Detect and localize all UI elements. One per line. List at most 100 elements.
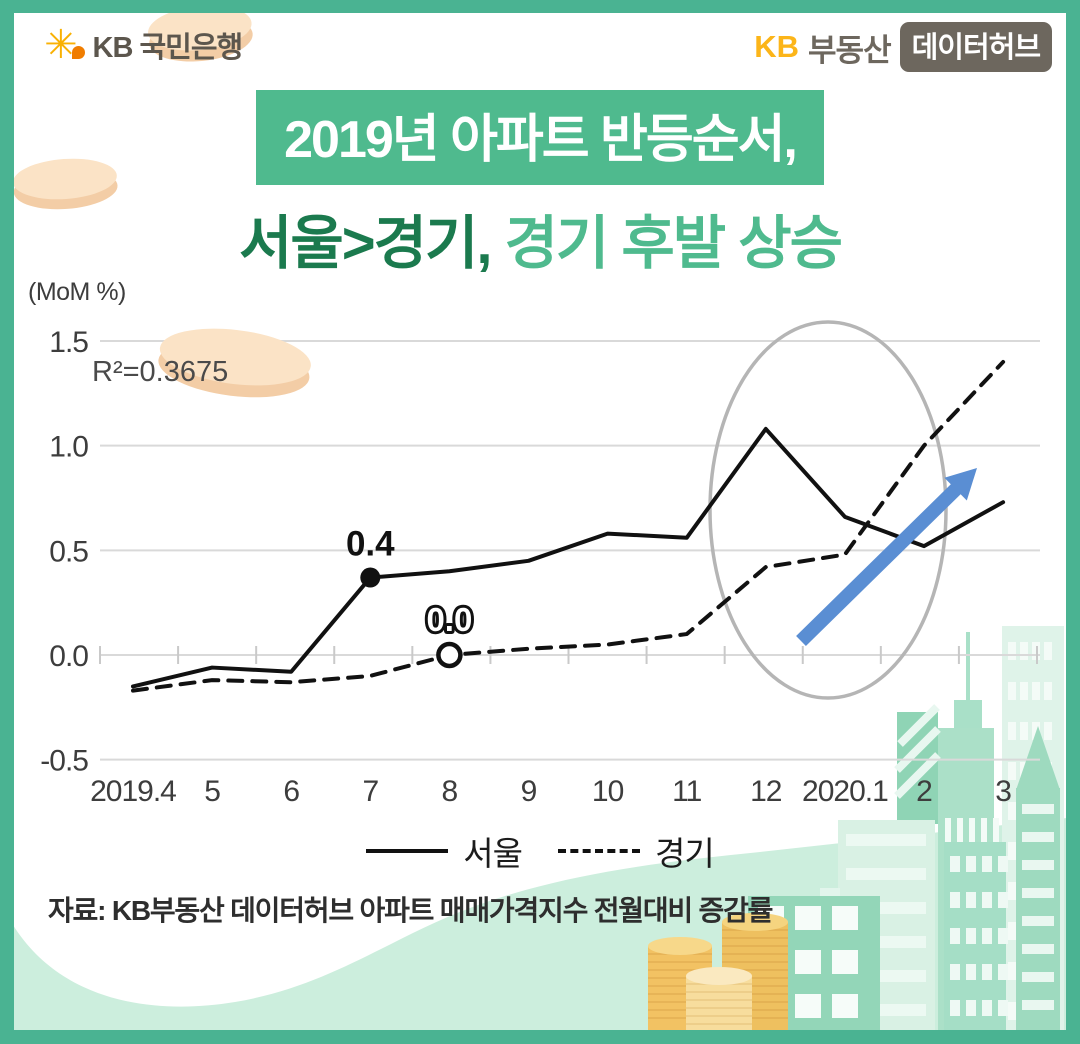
frame-top bbox=[0, 0, 1080, 13]
legend-item-gyeonggi: 경기 bbox=[558, 827, 715, 875]
building-window bbox=[966, 892, 976, 908]
chart-grid bbox=[99, 340, 1040, 761]
building-window bbox=[966, 928, 976, 944]
building-window bbox=[1022, 972, 1054, 982]
building-window bbox=[1022, 916, 1054, 926]
building-window bbox=[1032, 682, 1040, 700]
building-window bbox=[1008, 882, 1016, 900]
x-axis-tick-label: 6 bbox=[283, 775, 299, 808]
building-spire bbox=[1016, 726, 1060, 790]
building-window bbox=[1008, 1002, 1016, 1020]
building-window bbox=[998, 1000, 1008, 1016]
building-window bbox=[982, 1000, 992, 1016]
frame-bottom bbox=[0, 1030, 1080, 1044]
source-caption: 자료: KB부동산 데이터허브 아파트 매매가격지수 전월대비 증감률 bbox=[48, 895, 773, 926]
building-window bbox=[981, 818, 987, 842]
building bbox=[1016, 788, 1060, 1031]
seoul-marker bbox=[360, 567, 381, 588]
coin-stack-top bbox=[686, 967, 752, 985]
building-window bbox=[1008, 682, 1016, 700]
x-axis-tick-label: 11 bbox=[672, 775, 701, 808]
x-axis-tick-label: 3 bbox=[995, 775, 1011, 808]
x-axis-tick-label: 2019.4 bbox=[90, 775, 176, 808]
solid-line-sample bbox=[366, 849, 449, 853]
highlight-ellipse bbox=[708, 320, 948, 700]
x-axis-tick-label: 8 bbox=[442, 775, 458, 808]
legend-item-seoul: 서울 bbox=[366, 827, 523, 875]
building-window bbox=[832, 906, 858, 930]
legend-label-gyeonggi: 경기 bbox=[655, 835, 715, 872]
title-line2-dark: 서울>경기, bbox=[239, 211, 492, 276]
building-stripe bbox=[897, 704, 940, 747]
building-window bbox=[846, 868, 926, 880]
title-line2-light: 경기 후발 상승 bbox=[490, 211, 843, 276]
datahub-badge: 데이터허브 bbox=[899, 22, 1052, 72]
x-axis-tick-label: 2020.1 bbox=[802, 775, 888, 808]
building-window bbox=[1020, 722, 1028, 740]
building-window bbox=[1022, 1000, 1054, 1010]
x-axis-tick-label: 7 bbox=[362, 775, 378, 808]
kb-datahub-kb-text: KB bbox=[754, 29, 800, 64]
building-window bbox=[795, 994, 821, 1018]
building-window bbox=[950, 964, 960, 980]
building-window bbox=[998, 856, 1008, 872]
building-window bbox=[1008, 722, 1016, 740]
trend-arrow bbox=[796, 468, 977, 646]
building-window bbox=[950, 928, 960, 944]
coin-stack-top bbox=[722, 913, 788, 931]
kb-swoosh-icon bbox=[71, 45, 85, 59]
building-window bbox=[998, 964, 1008, 980]
building-window bbox=[993, 818, 999, 842]
building-window bbox=[998, 892, 1008, 908]
x-axis-tick-label: 10 bbox=[592, 775, 624, 808]
coin-stacks-illustration bbox=[648, 913, 788, 1031]
building-window bbox=[1044, 682, 1052, 700]
x-axis-tick-label: 2 bbox=[916, 775, 932, 808]
x-axis-tick-label: 5 bbox=[204, 775, 220, 808]
building-window bbox=[969, 818, 975, 842]
building-window bbox=[846, 834, 926, 846]
y-axis-tick-label: -0.5 bbox=[40, 745, 88, 778]
building-window bbox=[998, 928, 1008, 944]
gyeonggi-marker bbox=[436, 641, 463, 669]
gyeonggi-line bbox=[131, 359, 1006, 693]
building-window bbox=[950, 892, 960, 908]
y-axis-tick-label: 1.0 bbox=[49, 431, 88, 464]
building-window bbox=[1020, 682, 1028, 700]
building-window bbox=[1008, 802, 1016, 820]
title-line1: 2019년 아파트 반등순서, bbox=[256, 90, 824, 185]
frame-right bbox=[1066, 0, 1080, 1044]
building-window bbox=[957, 818, 963, 842]
coin-icon bbox=[13, 158, 118, 210]
dashed-line-sample bbox=[558, 849, 640, 853]
coin-icon bbox=[148, 5, 253, 62]
building-window bbox=[966, 964, 976, 980]
seoul-value-label: 0.4 bbox=[346, 525, 395, 564]
building-window bbox=[1044, 642, 1052, 660]
building-window bbox=[1008, 842, 1016, 860]
title-block: 2019년 아파트 반등순서, 서울>경기, 경기 후발 상승 bbox=[0, 90, 1080, 280]
building-window bbox=[1020, 642, 1028, 660]
city-buildings-illustration bbox=[748, 626, 1064, 1031]
seoul-line bbox=[131, 426, 1006, 689]
kb-bank-logo-text: KB 국민은행 bbox=[92, 32, 244, 64]
kb-bank-logo: ✳ KB 국민은행 bbox=[44, 24, 244, 66]
building-window bbox=[795, 950, 821, 974]
building-window bbox=[1008, 762, 1016, 780]
coin-stack bbox=[686, 976, 752, 1031]
title-line2: 서울>경기, 경기 후발 상승 bbox=[0, 196, 1080, 280]
building-stripe bbox=[894, 726, 941, 773]
building-window bbox=[1022, 888, 1054, 898]
building-window bbox=[1022, 944, 1054, 954]
kb-datahub-brand-text: 부동산 bbox=[808, 32, 892, 68]
building-window bbox=[1008, 642, 1016, 660]
y-axis-unit-label: (MoM %) bbox=[28, 278, 126, 306]
coin-icon bbox=[158, 328, 311, 398]
building-window bbox=[1022, 860, 1054, 870]
y-axis-tick-label: 0.0 bbox=[49, 640, 88, 673]
building-window bbox=[966, 1000, 976, 1016]
building-window bbox=[1032, 722, 1040, 740]
